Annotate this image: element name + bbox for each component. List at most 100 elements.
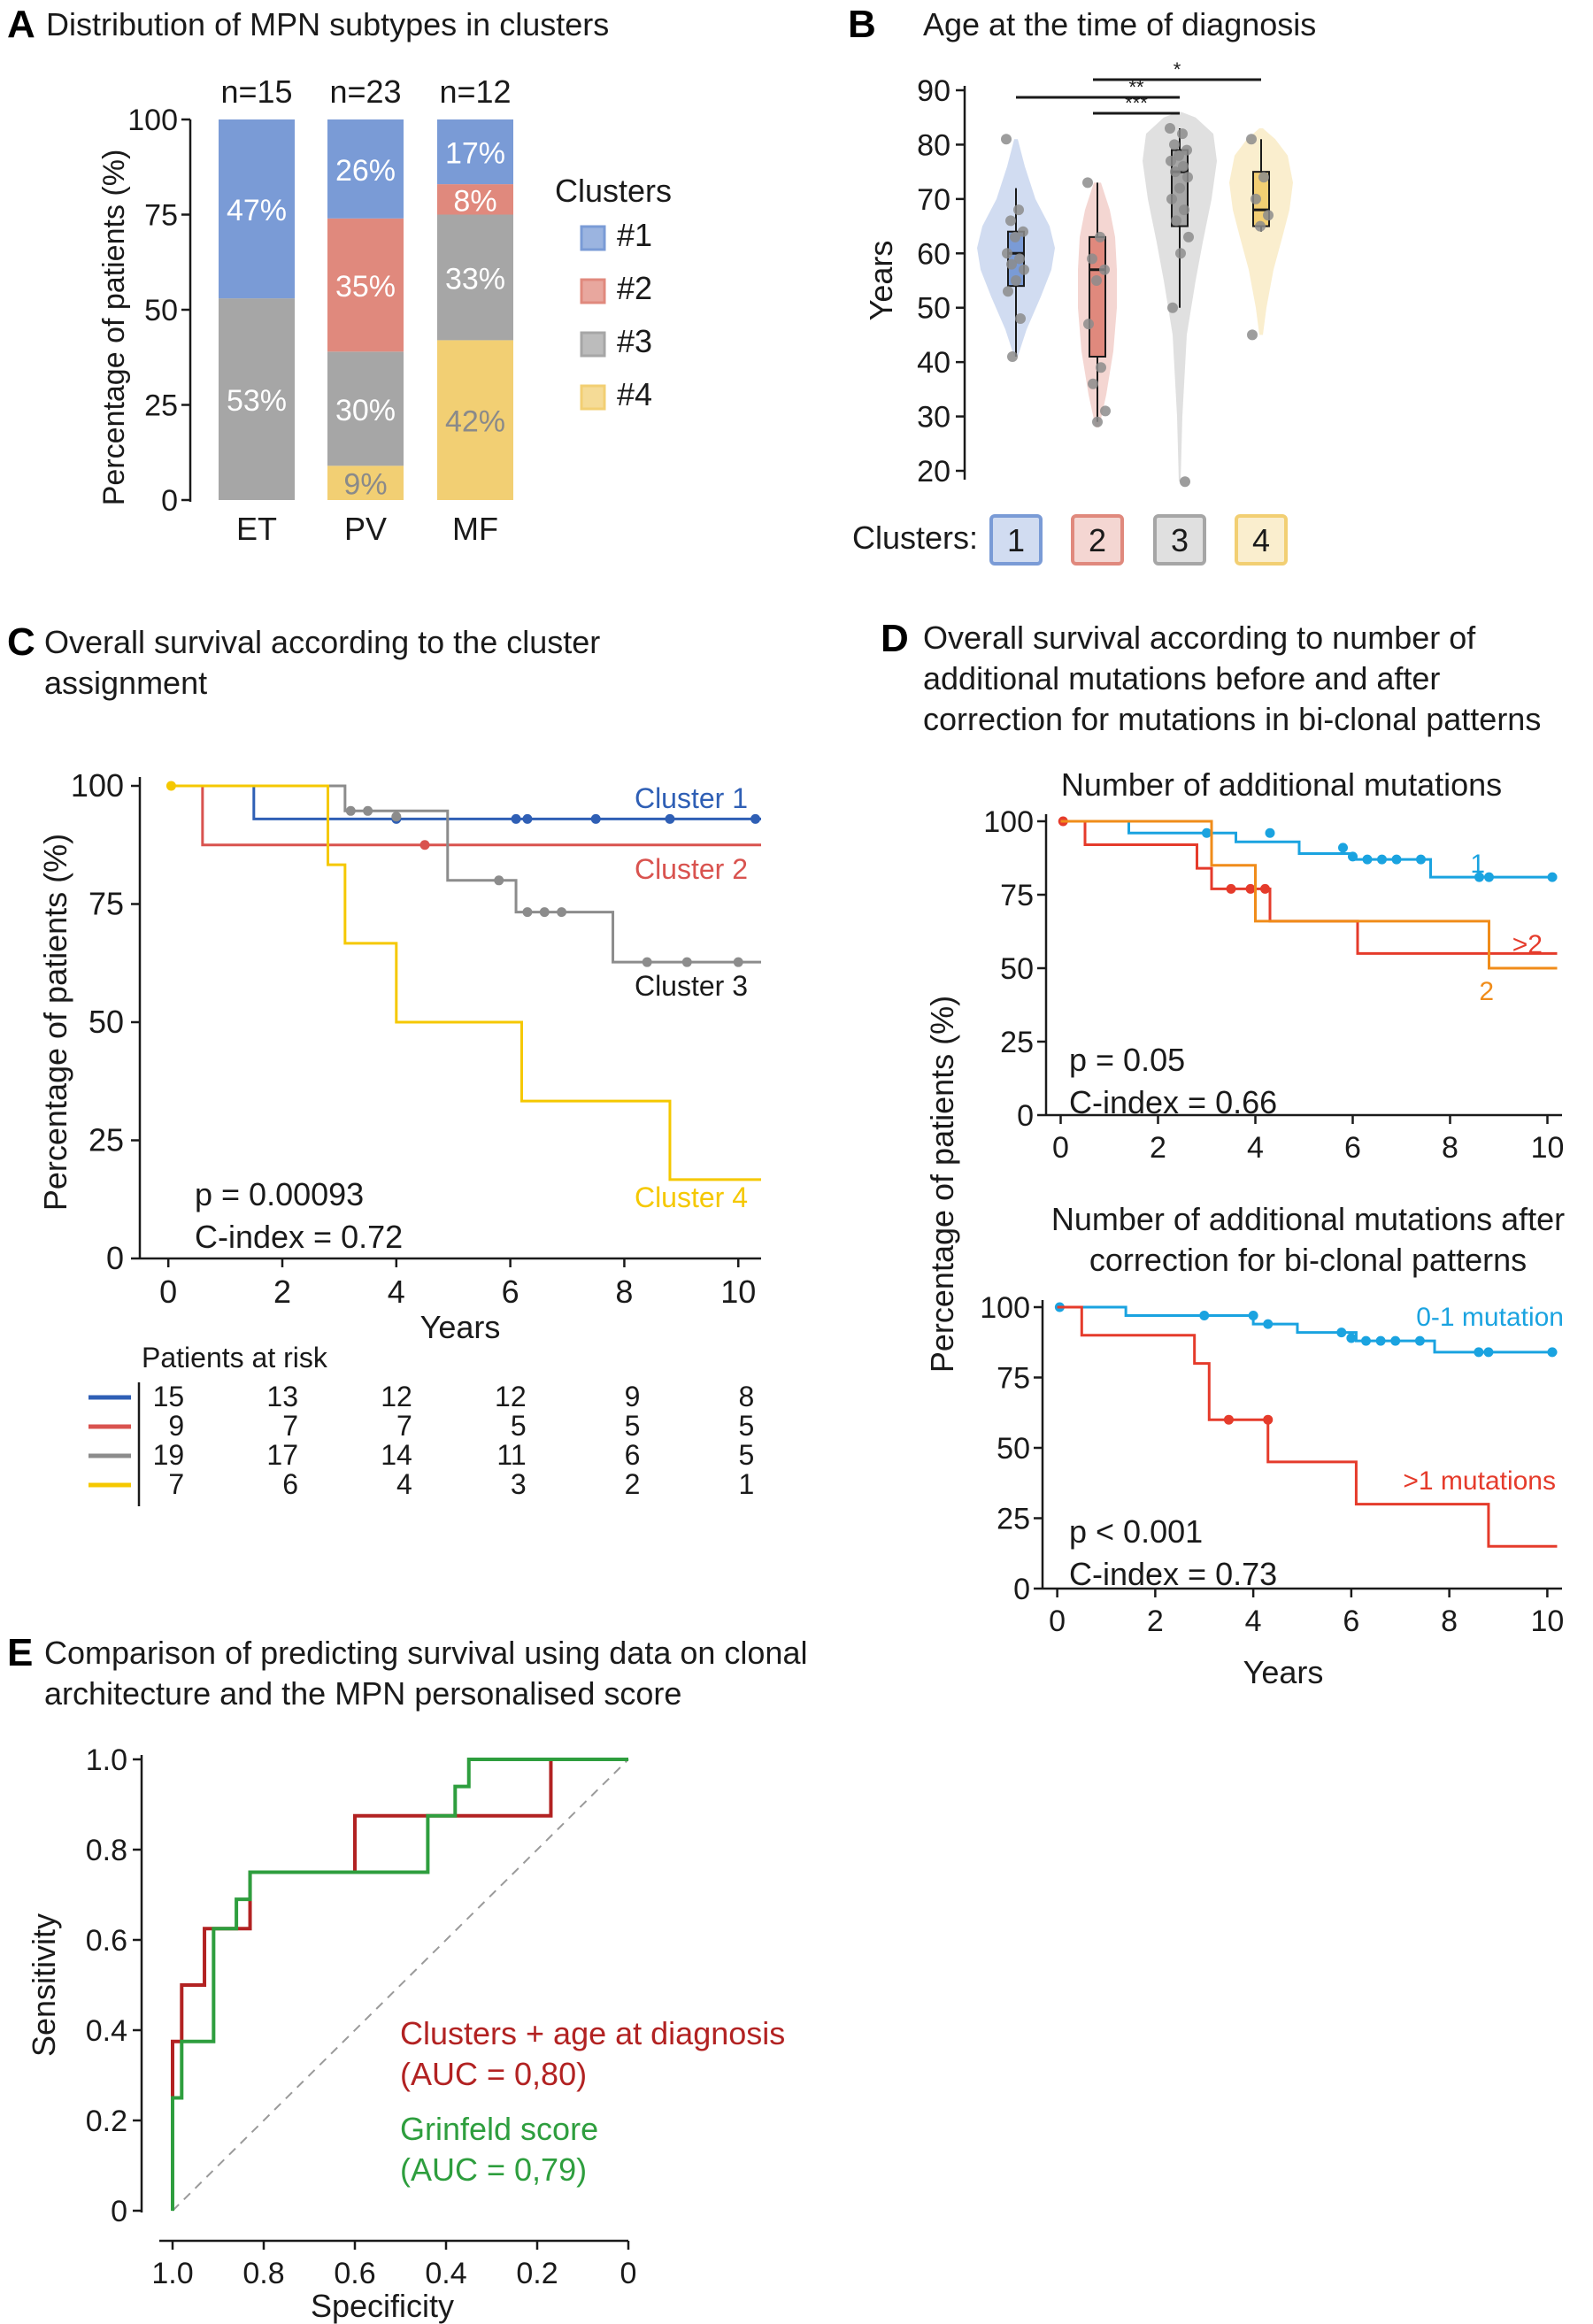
b-point [1182, 172, 1193, 183]
c-series-label: Cluster 1 [635, 782, 748, 814]
c-risk-count: 15 [153, 1381, 185, 1412]
d1-series-label: >2 [1512, 930, 1543, 959]
d2-title-line-1: Number of additional mutations after [1051, 1201, 1565, 1237]
d1-series-label: 2 [1479, 977, 1494, 1006]
d2-censor-mark [1336, 1327, 1347, 1338]
b-category-box [989, 514, 1043, 566]
d1-censor-mark [1226, 883, 1236, 894]
c-risk-count: 9 [625, 1381, 641, 1412]
a-bar-segment [327, 119, 404, 219]
d1-censor-mark [1416, 854, 1426, 865]
d2-km-line [1057, 1305, 1558, 1548]
c-x-tick-label: 6 [502, 1274, 519, 1310]
b-x-tick-label: 1 [1007, 522, 1025, 558]
panel-d-chart: Number of additional mutations0255075100… [924, 766, 1565, 1690]
d2-p-value: p < 0.001 [1069, 1513, 1203, 1550]
c-censor-mark [511, 813, 521, 824]
c-risk-table-title: Patients at risk [142, 1342, 328, 1374]
b-point [1263, 210, 1274, 221]
b-x-tick-label: 2 [1089, 522, 1106, 558]
a-bar-data-label: 17% [445, 137, 505, 171]
c-censor-mark [539, 907, 550, 918]
b-y-tick-label: 30 [917, 401, 950, 435]
d2-x-tick-label: 4 [1245, 1604, 1262, 1638]
c-risk-count: 6 [282, 1468, 298, 1500]
a-bar-segment [437, 340, 513, 500]
c-x-label: Years [420, 1309, 501, 1345]
e-x-tick-label: 0 [620, 2257, 637, 2290]
c-risk-count: 7 [396, 1410, 412, 1442]
c-x-tick-label: 8 [615, 1274, 633, 1310]
a-count-label: n=12 [439, 73, 511, 110]
d2-censor-mark [1360, 1335, 1371, 1346]
a-count-label: n=15 [220, 73, 292, 110]
b-point [1175, 248, 1186, 259]
b-point [1258, 172, 1269, 183]
b-category-box [1235, 514, 1288, 566]
c-y-tick-label: 25 [88, 1122, 124, 1158]
a-bar-segment [219, 298, 295, 500]
c-censor-mark [750, 813, 761, 824]
a-legend-label: #1 [617, 217, 652, 253]
c-risk-count: 7 [168, 1468, 184, 1500]
d2-x-tick-label: 2 [1147, 1604, 1164, 1638]
d1-censor-mark [1202, 827, 1212, 838]
c-y-tick-label: 75 [88, 886, 124, 922]
b-point [1166, 193, 1177, 204]
b-point [1171, 215, 1181, 227]
d2-x-tick-label: 6 [1343, 1604, 1359, 1638]
panel-d-title-line-1: Overall survival according to number of [923, 619, 1476, 656]
a-bar-data-label: 8% [453, 184, 496, 218]
b-point [1255, 220, 1266, 232]
d2-title-line-2: correction for bi-clonal patterns [1089, 1242, 1527, 1278]
a-y-tick-label: 0 [161, 484, 178, 518]
d1-series-label: 1 [1470, 850, 1485, 879]
c-risk-count: 5 [625, 1410, 641, 1442]
d2-series-label: 0-1 mutation [1416, 1303, 1564, 1332]
c-risk-count: 12 [495, 1381, 527, 1412]
panel-b: B Age at the time of diagnosis 20 30 40 50 6… [848, 3, 1316, 566]
c-censor-mark [165, 781, 176, 791]
c-series-label: Cluster 2 [635, 853, 748, 885]
d1-censor-mark [1362, 854, 1373, 865]
c-series-label: Cluster 4 [635, 1181, 748, 1213]
c-censor-mark [522, 907, 533, 918]
d1-x-tick-label: 0 [1052, 1131, 1069, 1165]
b-point [1007, 351, 1018, 362]
a-legend-swatch [580, 278, 606, 304]
c-risk-count: 1 [738, 1468, 754, 1500]
c-risk-count: 5 [511, 1410, 527, 1442]
d1-censor-mark [1547, 872, 1558, 882]
d1-x-tick-label: 8 [1442, 1131, 1458, 1165]
b-point [1178, 161, 1189, 172]
b-point [1181, 144, 1192, 156]
panel-b-title: Age at the time of diagnosis [923, 6, 1316, 42]
d2-x-tick-label: 0 [1049, 1604, 1066, 1638]
c-censor-mark [590, 813, 601, 824]
d1-y-tick-label: 0 [1017, 1099, 1034, 1133]
e-x-tick-label: 0.6 [334, 2257, 375, 2290]
panel-a-title: Distribution of MPN subtypes in clusters [46, 6, 609, 42]
c-risk-count: 14 [381, 1439, 412, 1471]
panel-c-title-line-2: assignment [44, 665, 207, 701]
b-point [1179, 204, 1189, 216]
d1-y-tick-label: 25 [1000, 1026, 1034, 1059]
b-significance-label: * [1174, 58, 1181, 81]
d1-x-tick-label: 4 [1247, 1131, 1264, 1165]
a-bar-data-label: 47% [227, 194, 287, 227]
panel-d-letter: D [881, 617, 909, 660]
d1-c-index: C-index = 0.66 [1069, 1084, 1277, 1120]
c-risk-count: 13 [266, 1381, 298, 1412]
d2-y-tick-label: 25 [997, 1503, 1030, 1536]
b-x-label: Clusters: [852, 519, 978, 556]
c-c-index: C-index = 0.72 [195, 1219, 403, 1255]
e-y-tick-label: 0.4 [86, 2014, 127, 2048]
b-point [1018, 226, 1028, 237]
d1-km-line [1060, 820, 1558, 970]
c-x-tick-label: 4 [388, 1274, 405, 1310]
a-y-tick-label: 25 [144, 389, 178, 423]
d2-x-tick-label: 8 [1441, 1604, 1458, 1638]
a-y-label: Percentage of patients (%) [97, 150, 131, 506]
d1-km-line [1060, 820, 1558, 879]
c-censor-mark [665, 813, 675, 824]
